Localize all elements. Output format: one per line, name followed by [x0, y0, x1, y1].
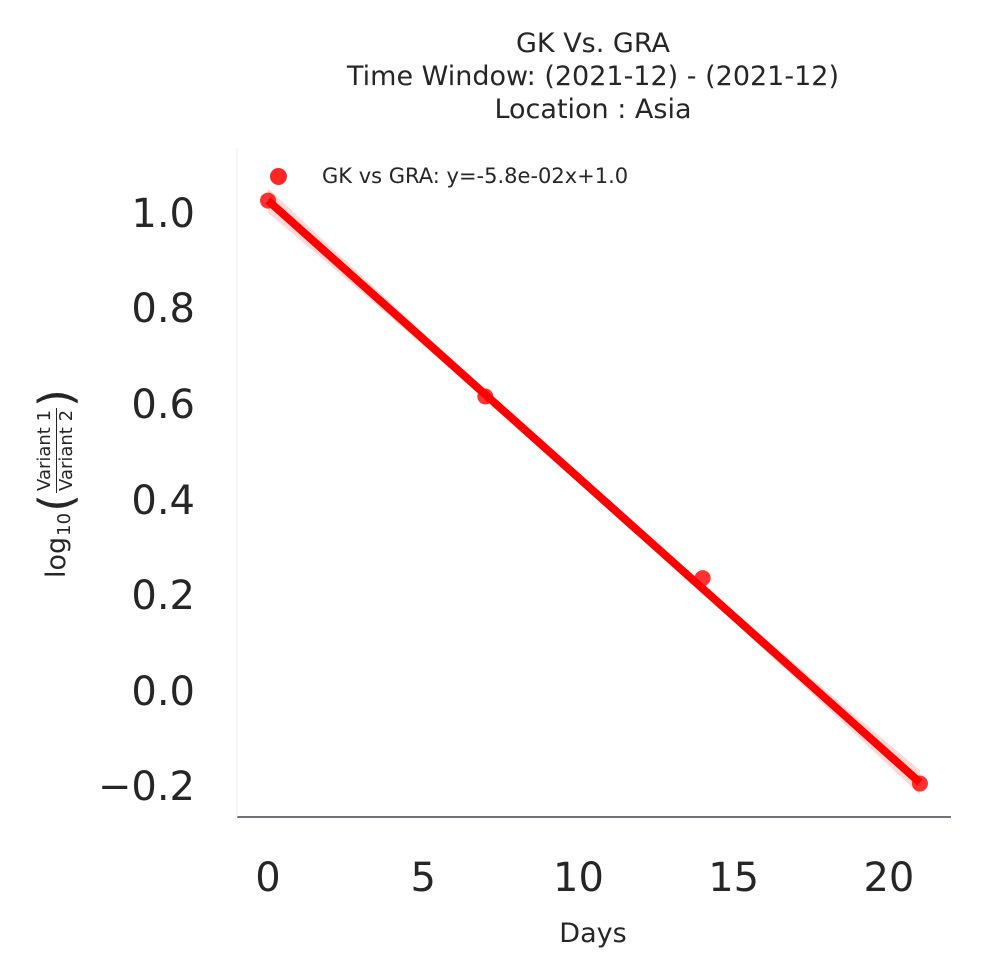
y-axis-label-fraction: Variant 1 Variant 2 — [33, 407, 77, 493]
data-point — [260, 192, 277, 209]
data-point — [911, 775, 928, 792]
chart-title-line-2: Time Window: (2021-12) - (2021-12) — [347, 61, 839, 92]
y-axis-label-subscript: 10 — [53, 512, 75, 536]
x-tick-label: 20 — [863, 855, 915, 901]
y-tick-label: 0.4 — [131, 477, 195, 524]
y-tick-label: 0.6 — [131, 382, 195, 429]
legend: GK vs GRA: y=-5.8e-02x+1.0 — [266, 164, 628, 188]
data-point — [694, 570, 711, 587]
x-tick-label: 10 — [553, 855, 604, 901]
y-tick-label: 0.8 — [131, 286, 195, 333]
x-axis-label: Days — [559, 918, 627, 949]
y-axis-label: log 10 ( Variant 1 Variant 2 ) — [29, 388, 83, 579]
y-tick-label: 0.0 — [131, 668, 195, 715]
chart-title-line-3: Location : Asia — [494, 94, 692, 125]
y-tick-label: 1.0 — [131, 190, 195, 237]
chart-title-line-1: GK Vs. GRA — [516, 28, 670, 59]
data-points — [260, 192, 928, 792]
y-axis-label-left-paren: ( — [29, 493, 83, 512]
y-tick-label: 0.2 — [131, 573, 195, 620]
data-point — [477, 388, 494, 405]
y-axis-label-denominator: Variant 2 — [55, 409, 77, 491]
legend-marker — [270, 167, 287, 185]
y-tick-label: −0.2 — [97, 764, 195, 811]
x-tick-label: 0 — [255, 855, 281, 901]
y-axis-label-numerator: Variant 1 — [33, 407, 57, 493]
y-axis-label-log: log — [40, 536, 72, 579]
regression-line — [265, 197, 923, 786]
x-tick-label: 5 — [410, 855, 436, 901]
y-axis-label-right-paren: ) — [29, 388, 83, 407]
regression-line-group — [265, 197, 923, 786]
x-tick-label: 15 — [708, 855, 760, 901]
legend-label: GK vs GRA: y=-5.8e-02x+1.0 — [322, 164, 629, 188]
